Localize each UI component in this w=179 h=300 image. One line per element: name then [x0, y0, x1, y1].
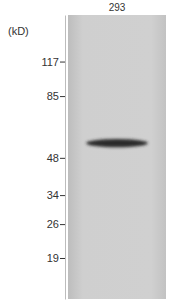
tick: 85: [47, 90, 65, 102]
axis-line: [65, 16, 66, 300]
tick: 48: [47, 152, 65, 164]
tick-label: 19: [47, 252, 59, 264]
tick-mark: [60, 62, 65, 63]
tick-label: 34: [47, 189, 59, 201]
tick-label: 117: [41, 56, 59, 68]
band: [86, 139, 148, 147]
lane-labels: 293: [109, 2, 126, 13]
tick-mark: [60, 195, 65, 196]
marker-axis: 117 85 48 34 26 19: [41, 16, 65, 300]
tick: 19: [47, 252, 65, 264]
axis-title: (kD): [8, 25, 29, 37]
tick-mark: [60, 258, 65, 259]
membrane: [68, 15, 166, 299]
figure: 117 85 48 34 26 19 (kD) 293: [0, 0, 179, 300]
bands: [86, 139, 148, 147]
lane-label: 293: [109, 2, 126, 13]
tick-label: 48: [47, 152, 59, 164]
tick-mark: [60, 96, 65, 97]
tick-label: 26: [47, 218, 59, 230]
tick-mark: [60, 224, 65, 225]
tick: 117: [41, 56, 65, 68]
tick: 34: [47, 189, 65, 201]
tick-label: 85: [47, 90, 59, 102]
tick: 26: [47, 218, 65, 230]
tick-mark: [60, 158, 65, 159]
